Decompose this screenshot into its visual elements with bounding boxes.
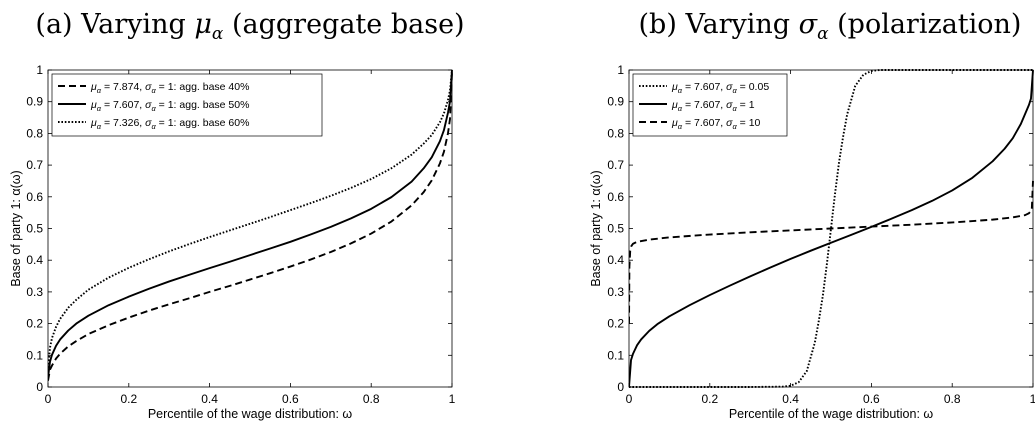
y-tick-label: 0.2 xyxy=(26,317,43,331)
legend-entry: μα = 7.607, σα = 10 xyxy=(671,117,761,131)
x-tick-label: 0.6 xyxy=(282,392,299,406)
y-tick-label: 0.9 xyxy=(607,95,624,109)
legend-entry: μα = 7.326, σα = 1: agg. base 60% xyxy=(90,117,249,131)
x-tick-label: 0.4 xyxy=(201,392,218,406)
legend-box xyxy=(632,73,788,137)
x-tick-label: 0.6 xyxy=(863,392,880,406)
y-axis-label: Base of party 1: α(ω) xyxy=(9,170,23,286)
series-line-solid xyxy=(629,69,1034,388)
series-line-dashed xyxy=(629,180,1034,324)
y-tick-label: 0.6 xyxy=(607,190,624,204)
chart-title: (a) Varying μα (aggregate base) xyxy=(35,9,464,44)
legend-entry: μα = 7.874, σα = 1: agg. base 40% xyxy=(90,81,249,95)
x-tick-label: 0.2 xyxy=(120,392,137,406)
y-tick-label: 0.5 xyxy=(26,222,43,236)
y-tick-label: 0.4 xyxy=(26,253,43,267)
x-tick-label: 0.4 xyxy=(782,392,799,406)
y-tick-label: 0.1 xyxy=(607,348,624,362)
x-tick-label: 0.8 xyxy=(363,392,380,406)
y-tick-label: 0.1 xyxy=(26,348,43,362)
chart-panel-a: (a) Varying μα (aggregate base) 0 0.2 0.4 0.… xyxy=(9,9,465,421)
chart-title: (b) Varying σα (polarization) xyxy=(639,9,1022,44)
legend-entry: μα = 7.607, σα = 1 xyxy=(671,99,755,113)
legend: μα = 7.874, σα = 1: agg. base 40% μα = 7.… xyxy=(51,73,323,137)
chart-panel-b: (b) Varying σα (polarization) 0 0.2 0.4 0.6 0… xyxy=(589,9,1035,421)
x-axis-label: Percentile of the wage distribution: ω xyxy=(148,407,353,421)
y-tick-label: 1 xyxy=(617,63,624,77)
legend-entry: μα = 7.607, σα = 0.05 xyxy=(671,81,769,95)
y-tick-label: 0.2 xyxy=(607,317,624,331)
x-tick-label: 0 xyxy=(626,392,633,406)
series-line-dotted xyxy=(629,69,1033,388)
y-tick-label: 0.7 xyxy=(26,158,43,172)
legend-box xyxy=(51,73,323,137)
y-tick-label: 0.4 xyxy=(607,253,624,267)
x-tick-label: 0.8 xyxy=(944,392,961,406)
y-tick-label: 0.9 xyxy=(26,95,43,109)
x-tick-label: 1 xyxy=(449,392,456,406)
series-line-solid xyxy=(48,69,453,378)
y-axis-label: Base of party 1: α(ω) xyxy=(589,170,603,286)
y-tick-label: 0.7 xyxy=(607,158,624,172)
series-line-dashed xyxy=(48,73,453,381)
legend-entry: μα = 7.607, σα = 1: agg. base 50% xyxy=(90,99,249,113)
x-axis-label: Percentile of the wage distribution: ω xyxy=(729,407,934,421)
y-tick-label: 0 xyxy=(36,380,43,394)
y-tick-label: 0.5 xyxy=(607,222,624,236)
x-tick-label: 0.2 xyxy=(701,392,718,406)
y-tick-label: 0.3 xyxy=(607,285,624,299)
y-tick-label: 0.8 xyxy=(607,126,624,140)
series-line-dotted xyxy=(48,69,453,372)
legend: μα = 7.607, σα = 0.05 μα = 7.607, σα = 1 μ… xyxy=(632,73,788,137)
x-tick-label: 0 xyxy=(45,392,52,406)
x-tick-label: 1 xyxy=(1030,392,1035,406)
y-tick-label: 1 xyxy=(36,63,43,77)
y-tick-label: 0 xyxy=(617,380,624,394)
y-tick-label: 0.6 xyxy=(26,190,43,204)
y-tick-label: 0.8 xyxy=(26,126,43,140)
y-tick-label: 0.3 xyxy=(26,285,43,299)
